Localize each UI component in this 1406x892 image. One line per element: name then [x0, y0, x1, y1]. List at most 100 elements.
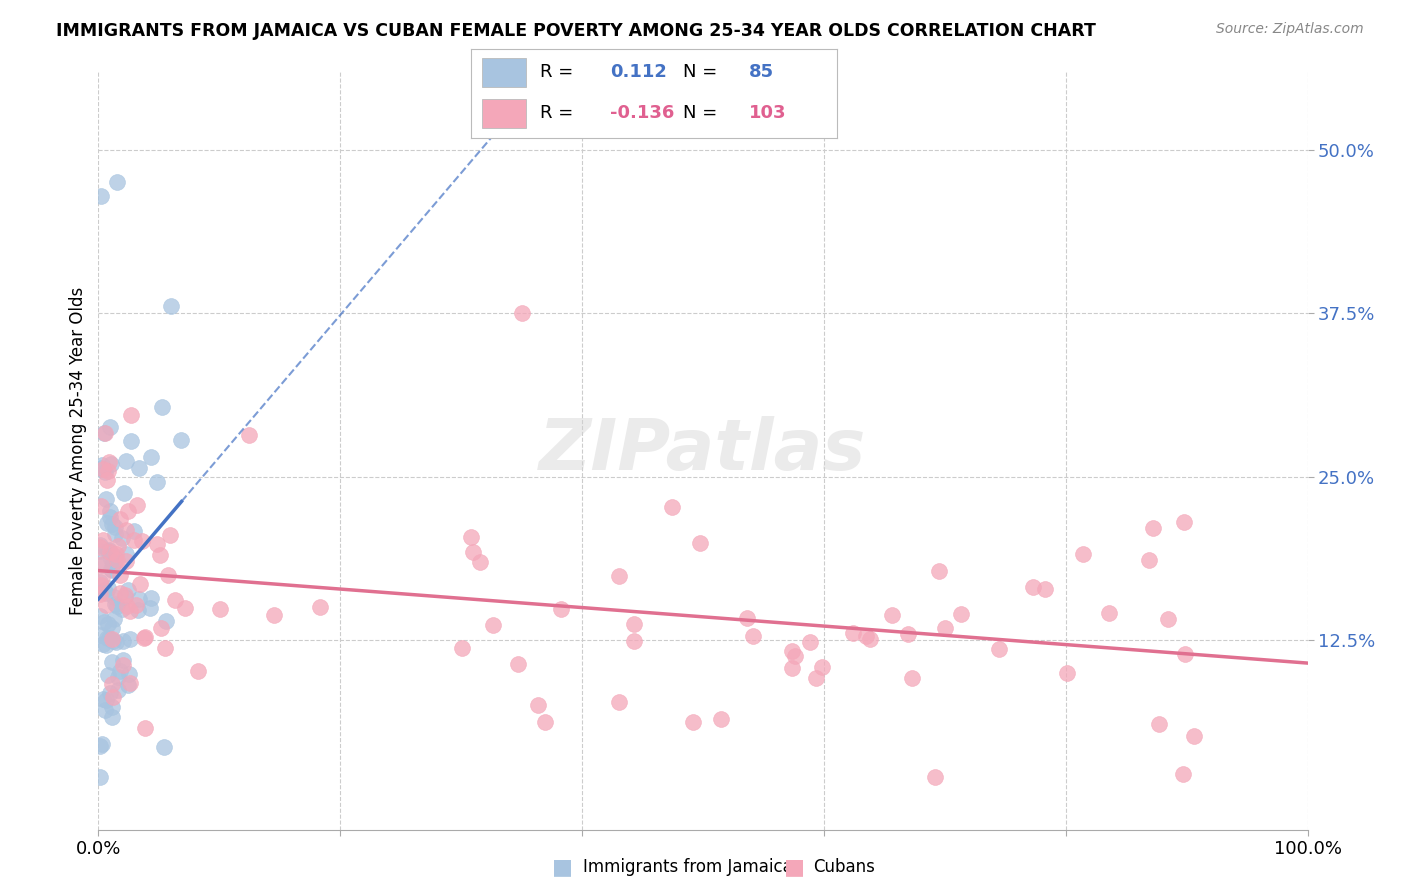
Point — [115, 547, 138, 561]
Point — [104, 554, 127, 568]
Point — [122, 533, 145, 547]
Point — [150, 400, 173, 414]
Point — [100, 677, 122, 691]
Point — [811, 659, 834, 673]
Point — [112, 634, 135, 648]
FancyBboxPatch shape — [482, 58, 526, 87]
Point — [120, 632, 142, 646]
Point — [101, 634, 124, 648]
Point — [127, 603, 149, 617]
Point — [114, 554, 136, 568]
Point — [988, 641, 1011, 656]
Point — [149, 621, 172, 635]
Point — [93, 692, 115, 706]
Point — [114, 590, 136, 604]
Point — [96, 638, 118, 652]
Point — [1173, 515, 1195, 529]
Text: 103: 103 — [749, 104, 786, 122]
Point — [94, 703, 117, 717]
Point — [527, 698, 550, 713]
Point — [131, 533, 153, 548]
Point — [93, 461, 115, 475]
Point — [90, 558, 112, 573]
Point — [163, 593, 186, 607]
Point — [510, 306, 533, 320]
Point — [97, 617, 120, 632]
Point — [842, 625, 865, 640]
Text: R =: R = — [540, 104, 574, 122]
Point — [115, 454, 138, 468]
Point — [112, 486, 135, 500]
Point — [309, 599, 332, 614]
Point — [117, 504, 139, 518]
Text: N =: N = — [683, 104, 717, 122]
Point — [1098, 606, 1121, 620]
Point — [90, 558, 112, 572]
Point — [689, 536, 711, 550]
Point — [901, 671, 924, 685]
Point — [139, 600, 162, 615]
Point — [132, 631, 155, 645]
Point — [1171, 766, 1194, 780]
Point — [661, 500, 683, 515]
Point — [155, 614, 177, 628]
Text: -0.136: -0.136 — [610, 104, 675, 122]
Point — [534, 715, 557, 730]
Point — [128, 461, 150, 475]
Point — [1073, 547, 1095, 561]
Point — [173, 600, 195, 615]
Point — [101, 621, 124, 635]
Point — [780, 644, 803, 658]
Point — [742, 629, 765, 643]
Point — [103, 590, 125, 604]
Point — [105, 599, 128, 614]
Point — [98, 455, 121, 469]
Point — [98, 504, 121, 518]
Point — [880, 608, 903, 623]
Point — [108, 512, 131, 526]
Point — [139, 591, 162, 605]
Point — [117, 677, 139, 691]
Point — [89, 538, 111, 552]
Point — [94, 598, 117, 612]
Point — [90, 499, 112, 513]
Point — [97, 667, 120, 681]
Point — [170, 433, 193, 447]
Point — [125, 598, 148, 612]
Point — [114, 523, 136, 537]
Point — [107, 539, 129, 553]
Point — [111, 602, 134, 616]
Point — [93, 425, 115, 440]
Text: N =: N = — [683, 63, 717, 81]
Point — [134, 630, 156, 644]
Point — [93, 533, 115, 548]
Text: R =: R = — [540, 63, 574, 81]
Point — [120, 408, 142, 422]
Point — [90, 578, 112, 592]
Point — [94, 491, 117, 506]
Point — [623, 634, 645, 648]
Point — [110, 586, 132, 600]
Point — [461, 545, 484, 559]
Point — [90, 737, 112, 751]
Point — [96, 473, 118, 487]
Point — [97, 582, 120, 596]
Point — [100, 562, 122, 576]
Point — [107, 682, 129, 697]
Point — [97, 543, 120, 558]
Point — [96, 631, 118, 645]
Point — [799, 635, 821, 649]
Point — [89, 574, 111, 589]
Point — [1022, 581, 1045, 595]
Point — [97, 464, 120, 478]
Text: ■: ■ — [553, 857, 572, 877]
Point — [101, 709, 124, 723]
Point — [96, 586, 118, 600]
Point — [91, 458, 114, 473]
Point — [238, 428, 260, 442]
Point — [93, 615, 115, 630]
Point — [159, 527, 181, 541]
Point — [950, 607, 973, 621]
Point — [550, 602, 572, 616]
Text: ZIPatlas: ZIPatlas — [540, 416, 866, 485]
